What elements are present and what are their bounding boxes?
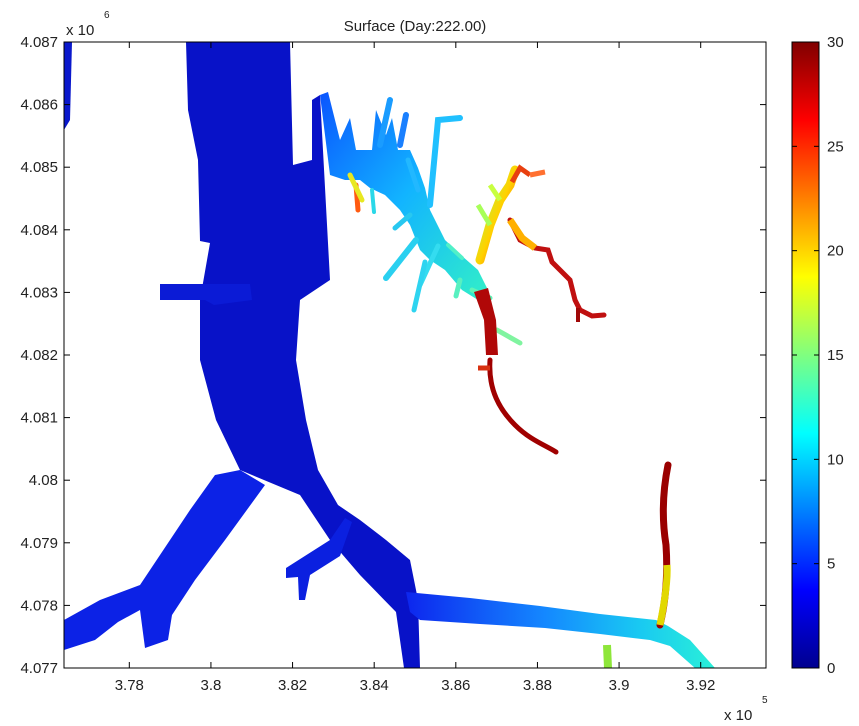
colorbar-tick-label: 10 [827, 451, 844, 468]
y-exponent-base: x 10 [66, 22, 94, 39]
colorbar-tick-label: 5 [827, 556, 835, 573]
colorbar-tick-label: 20 [827, 243, 844, 260]
x-tick-label: 3.78 [115, 677, 144, 694]
creek-branch-d [529, 169, 546, 178]
x-exponent-base: x 10 [724, 707, 752, 724]
creek-branch-a [475, 203, 493, 227]
region-small-south-arm [286, 518, 352, 600]
y-tick-label: 4.085 [20, 159, 58, 176]
y-tick-label: 4.087 [20, 34, 58, 51]
colorbar: 0 5 10 15 20 25 30 [791, 34, 844, 677]
y-tick-label: 4.077 [20, 660, 58, 677]
x-axis: 3.78 3.8 3.82 3.84 3.86 3.88 3.9 3.92 [115, 42, 715, 694]
region-south-channel [406, 592, 715, 668]
region-west-edge [64, 42, 72, 130]
x-exponent-label: x 10 5 [724, 695, 768, 724]
region-main-channel [186, 42, 420, 668]
x-exponent-power: 5 [762, 695, 768, 706]
middle-creek-south [487, 357, 559, 455]
y-tick-label: 4.086 [20, 97, 58, 114]
y-tick-label: 4.083 [20, 284, 58, 301]
y-tick-label: 4.081 [20, 410, 58, 427]
colorbar-tick-label: 0 [827, 660, 835, 677]
x-tick-label: 3.82 [278, 677, 307, 694]
y-tick-label: 4.079 [20, 535, 58, 552]
region-east-tributary-lower [656, 564, 671, 626]
region-upper-estuary [320, 92, 488, 300]
region-west-branch [160, 284, 252, 305]
y-tick-label: 4.078 [20, 597, 58, 614]
x-tick-label: 3.8 [201, 677, 222, 694]
x-tick-label: 3.84 [360, 677, 389, 694]
x-tick-label: 3.86 [441, 677, 470, 694]
y-exponent-power: 6 [104, 10, 110, 21]
y-tick-label: 4.082 [20, 347, 58, 364]
upper-creeks [347, 97, 523, 346]
region-south-stub [603, 644, 612, 669]
north-creek-head [507, 218, 538, 251]
colorbar-tick-label: 25 [827, 138, 844, 155]
x-tick-label: 3.88 [523, 677, 552, 694]
y-axis: 4.087 4.086 4.085 4.084 4.083 4.082 4.081 4.08 4… [20, 34, 766, 677]
y-tick-label: 4.084 [20, 222, 58, 239]
colorbar-ticks: 0 5 10 15 20 25 30 [792, 34, 844, 677]
surface-field [64, 42, 715, 669]
y-tick-label: 4.08 [29, 472, 58, 489]
x-tick-label: 3.92 [686, 677, 715, 694]
region-southwest-arm [64, 470, 265, 650]
x-tick-label: 3.9 [609, 677, 630, 694]
colorbar-tick-label: 30 [827, 34, 844, 51]
region-middle-creek [474, 288, 498, 355]
plot-title: Surface (Day:222.00) [344, 18, 487, 35]
y-exponent-label: x 10 6 [66, 10, 110, 39]
region-north-creek [507, 217, 607, 319]
creek-branch-b [487, 183, 503, 202]
creek-branch-c [509, 164, 532, 184]
colorbar-tick-label: 15 [827, 347, 844, 364]
